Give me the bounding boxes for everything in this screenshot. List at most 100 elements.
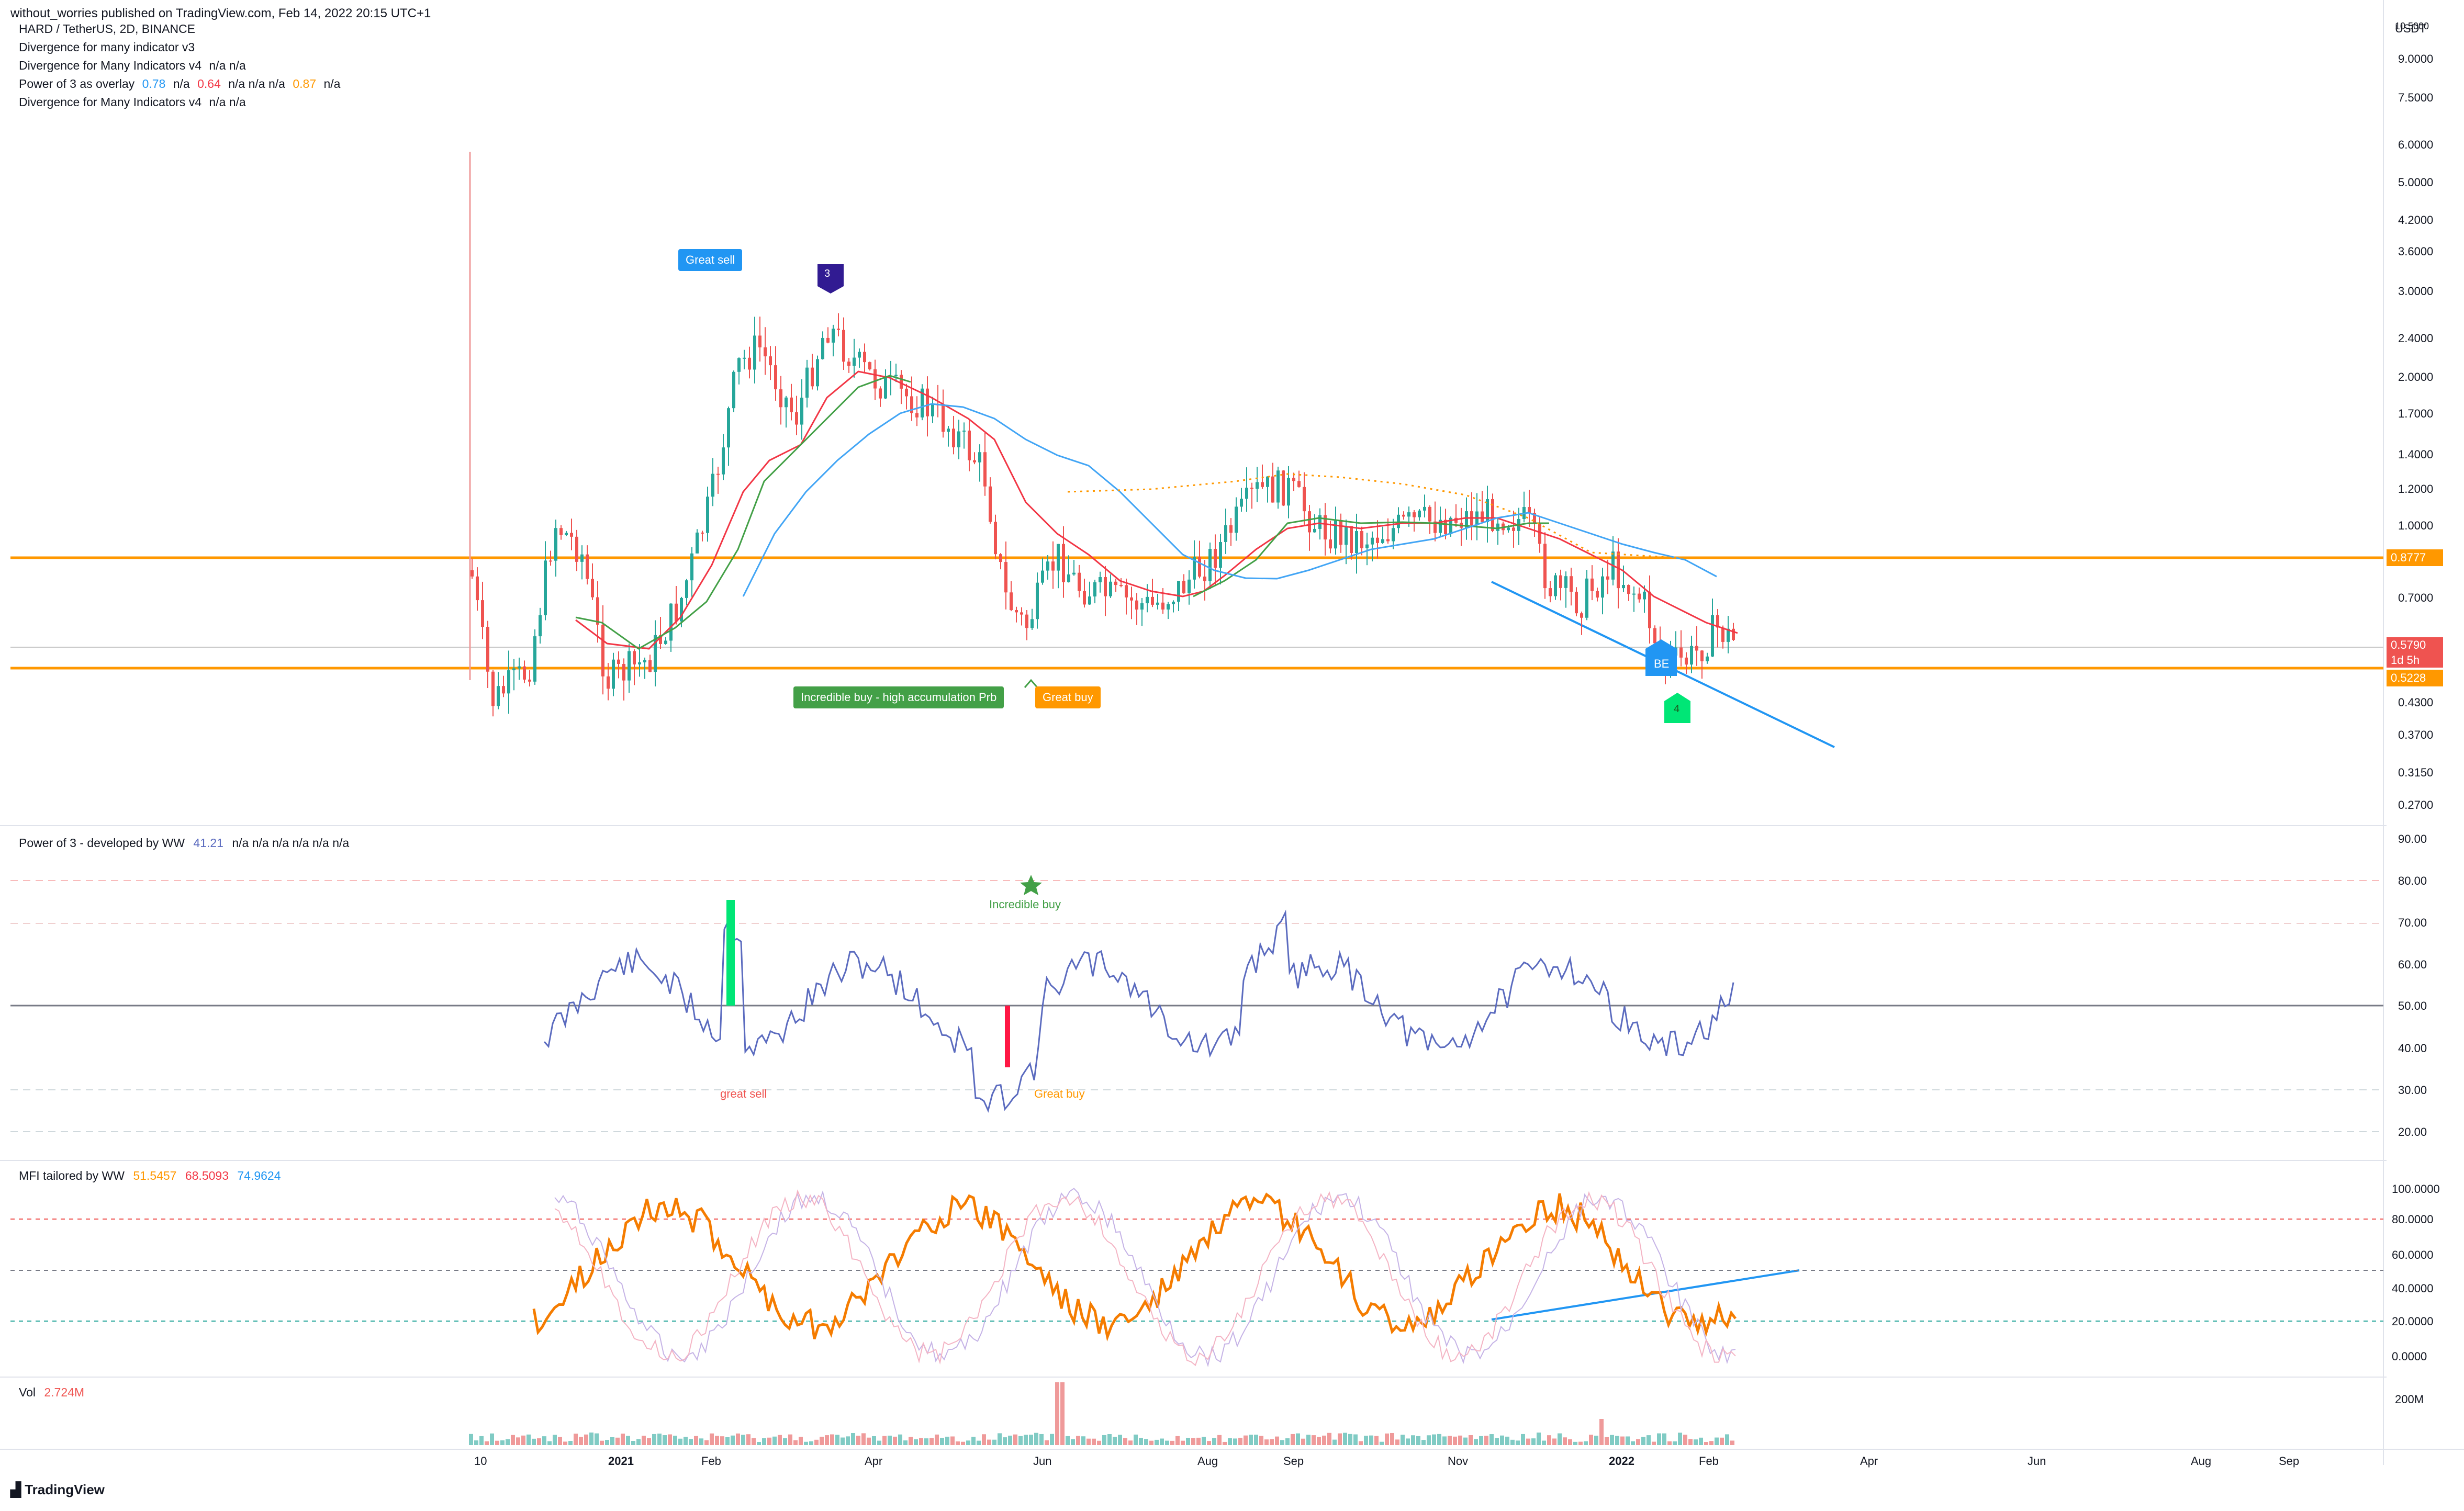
candle-body[interactable] (837, 329, 840, 330)
candle-body[interactable] (491, 671, 495, 706)
legend-indicator-2[interactable]: Divergence for Many Indicators v4 n/a n/… (19, 57, 344, 75)
candle-body[interactable] (1266, 476, 1269, 487)
candle-body[interactable] (1601, 576, 1604, 598)
candle-body[interactable] (539, 615, 542, 637)
candle-body[interactable] (1235, 506, 1238, 533)
candle-body[interactable] (628, 651, 631, 681)
candle-body[interactable] (554, 528, 557, 561)
candle-body[interactable] (1219, 542, 1222, 568)
candle-body[interactable] (790, 397, 793, 412)
candle-body[interactable] (1528, 507, 1531, 513)
legend-indicator-4[interactable]: Divergence for Many Indicators v4 n/a n/… (19, 93, 344, 111)
candle-body[interactable] (1109, 581, 1112, 596)
candle-body[interactable] (1208, 549, 1212, 581)
candle-body[interactable] (596, 597, 599, 625)
candle-body[interactable] (1454, 517, 1458, 523)
candle-body[interactable] (868, 362, 871, 369)
candle-body[interactable] (931, 404, 934, 416)
candle-body[interactable] (826, 337, 830, 343)
candle-body[interactable] (905, 388, 908, 397)
candle-body[interactable] (1653, 628, 1656, 644)
candle-body[interactable] (1371, 537, 1374, 545)
candle-body[interactable] (1617, 551, 1620, 589)
candle-body[interactable] (559, 528, 563, 535)
candle-body[interactable] (764, 347, 767, 357)
candle-body[interactable] (1329, 539, 1332, 549)
candle-body[interactable] (1031, 619, 1034, 628)
candle-body[interactable] (1182, 581, 1185, 593)
candle-body[interactable] (1732, 628, 1735, 640)
candle-body[interactable] (1146, 596, 1149, 604)
candle-body[interactable] (1700, 650, 1704, 661)
candle-body[interactable] (947, 429, 950, 432)
candle-body[interactable] (1010, 592, 1013, 610)
marker-3-flag[interactable] (817, 264, 844, 294)
incredible-buy-label[interactable]: Incredible buy - high accumulation Prb (793, 686, 1004, 708)
candle-body[interactable] (1036, 582, 1039, 619)
candle-body[interactable] (1140, 603, 1144, 610)
candle-body[interactable] (1088, 596, 1091, 605)
candle-body[interactable] (528, 679, 531, 682)
candle-body[interactable] (1638, 593, 1641, 600)
candle-body[interactable] (1402, 514, 1405, 517)
candle-body[interactable] (889, 376, 892, 378)
candle-body[interactable] (512, 668, 516, 671)
candle-body[interactable] (1318, 515, 1321, 529)
candle-body[interactable] (894, 375, 898, 377)
candle-body[interactable] (727, 408, 730, 448)
candle-body[interactable] (1334, 521, 1337, 549)
candle-body[interactable] (858, 352, 861, 358)
candle-body[interactable] (957, 431, 960, 447)
candle-body[interactable] (1224, 525, 1227, 542)
candle-body[interactable] (1533, 513, 1536, 524)
candle-body[interactable] (1276, 470, 1280, 503)
candle-body[interactable] (1135, 600, 1138, 610)
candle-body[interactable] (785, 397, 788, 408)
candle-body[interactable] (523, 666, 526, 680)
candle-body[interactable] (1067, 574, 1070, 582)
candle-body[interactable] (722, 447, 725, 475)
vol-title[interactable]: Vol 2.724M (19, 1385, 89, 1400)
candle-body[interactable] (832, 329, 835, 343)
candle-body[interactable] (675, 603, 678, 622)
candle-body[interactable] (711, 473, 714, 497)
candle-body[interactable] (1418, 510, 1421, 517)
candle-body[interactable] (779, 389, 782, 408)
candle-body[interactable] (471, 570, 474, 577)
candle-body[interactable] (685, 580, 688, 598)
candle-body[interactable] (549, 560, 552, 562)
candle-body[interactable] (973, 460, 976, 463)
candle-body[interactable] (1439, 520, 1442, 533)
candle-body[interactable] (1256, 482, 1259, 489)
candle-body[interactable] (544, 560, 547, 615)
candle-body[interactable] (607, 676, 610, 689)
candle-body[interactable] (795, 412, 798, 425)
candle-body[interactable] (769, 356, 772, 366)
candle-body[interactable] (774, 365, 777, 390)
candle-body[interactable] (968, 431, 971, 460)
candle-body[interactable] (1591, 578, 1594, 591)
candle-body[interactable] (591, 579, 594, 597)
candle-body[interactable] (1308, 511, 1311, 533)
candle-body[interactable] (1099, 577, 1102, 582)
candlestick-series[interactable] (471, 313, 1735, 717)
candle-body[interactable] (690, 553, 693, 581)
candle-body[interactable] (853, 357, 856, 366)
candle-body[interactable] (1172, 601, 1175, 604)
candle-body[interactable] (926, 388, 929, 416)
candle-body[interactable] (1198, 557, 1201, 577)
candle-body[interactable] (1392, 528, 1395, 542)
candle-body[interactable] (586, 554, 589, 579)
candle-body[interactable] (497, 686, 500, 706)
candle-body[interactable] (1386, 539, 1390, 542)
candle-body[interactable] (983, 452, 987, 487)
candle-body[interactable] (1564, 576, 1567, 588)
candle-body[interactable] (873, 369, 877, 389)
power3-title[interactable]: Power of 3 - developed by WW 41.21 n/a n… (19, 836, 354, 850)
candle-body[interactable] (1078, 572, 1081, 591)
candle-body[interactable] (1057, 544, 1060, 571)
candle-body[interactable] (1025, 614, 1028, 628)
candle-body[interactable] (1287, 478, 1290, 506)
candle-body[interactable] (1690, 646, 1693, 665)
candle-body[interactable] (842, 330, 845, 362)
